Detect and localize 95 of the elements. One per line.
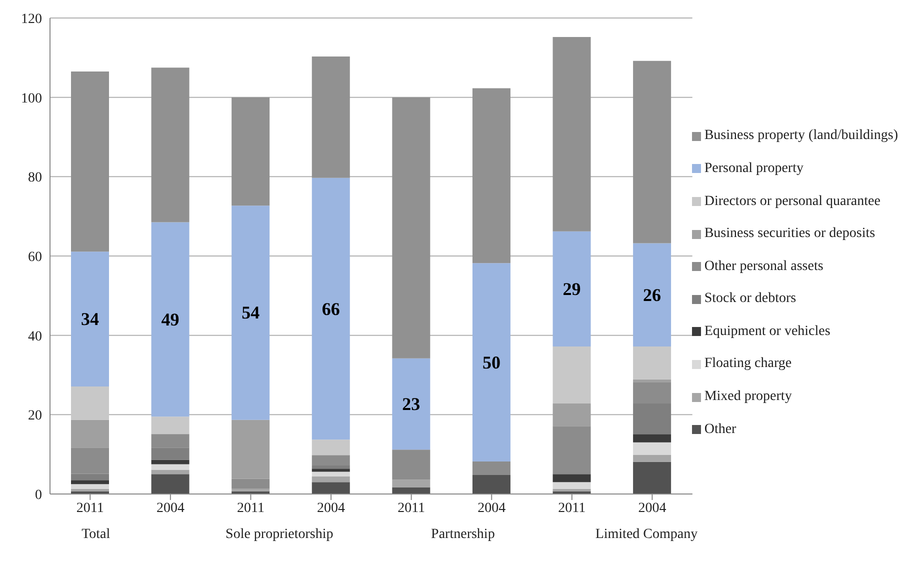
legend-label: Business securities or deposits	[704, 226, 876, 242]
text: Sole proprietorship	[226, 526, 334, 542]
data-label: 23	[402, 394, 420, 414]
data-label: 54	[242, 302, 260, 323]
bar	[633, 243, 672, 346]
data-label: 50	[482, 352, 500, 372]
bar	[472, 263, 510, 462]
bar	[633, 454, 672, 462]
bar	[312, 178, 350, 440]
bar	[633, 462, 672, 494]
bar	[312, 472, 350, 477]
bar	[312, 476, 350, 482]
bar	[151, 460, 190, 464]
bar	[232, 206, 270, 420]
bar	[312, 440, 350, 456]
legend-label: Floating charge	[704, 356, 792, 372]
bar	[71, 474, 109, 480]
bar	[552, 426, 591, 474]
bar	[392, 97, 430, 358]
bar	[71, 491, 109, 494]
y-tick-label: 0	[35, 488, 42, 503]
x-tick-label: 2004	[317, 500, 346, 516]
y-tick-label: 40	[28, 329, 42, 344]
bar	[71, 484, 109, 489]
bar	[151, 68, 190, 222]
data-label: 26	[643, 284, 662, 305]
bar	[232, 420, 270, 479]
legend-label: Other	[704, 422, 736, 438]
y-tick-label: 100	[21, 91, 42, 106]
bar	[232, 491, 270, 494]
x-tick-label: 2004	[478, 500, 506, 516]
bar	[151, 448, 190, 460]
bar	[71, 386, 109, 420]
legend-label: Directors or personal quarantee	[704, 194, 880, 210]
bar	[552, 482, 591, 489]
bar	[232, 478, 270, 489]
y-tick-label: 120	[21, 12, 42, 27]
bar	[472, 88, 510, 264]
legend-label: Stock or debtors	[704, 291, 796, 308]
bar	[633, 379, 672, 383]
data-label: 66	[322, 298, 340, 319]
legend-label: Business property (land/buildings)	[704, 128, 898, 144]
bar	[392, 450, 430, 480]
bar	[151, 222, 190, 417]
bar	[151, 470, 190, 474]
text: Limited Company	[595, 526, 698, 542]
bar	[633, 442, 672, 455]
bar	[71, 252, 109, 387]
bar	[151, 474, 190, 494]
bar	[312, 455, 350, 466]
bar	[552, 404, 591, 426]
bar	[312, 482, 350, 494]
bar	[312, 465, 350, 469]
data-label: 29	[562, 278, 581, 299]
bar	[392, 480, 430, 488]
x-tick-label: 2011	[558, 500, 586, 516]
x-tick-label: 2004	[638, 500, 666, 516]
bar	[472, 461, 510, 475]
bar	[633, 434, 672, 442]
data-label: 34	[81, 309, 99, 330]
bar	[151, 464, 190, 470]
y-tick-label: 60	[28, 250, 42, 265]
bar	[633, 346, 672, 380]
bar	[552, 346, 591, 404]
x-tick-label: 2011	[398, 500, 426, 516]
y-tick-label: 20	[28, 408, 42, 424]
bar	[633, 404, 672, 434]
bar	[312, 56, 350, 178]
legend-label: Personal property	[704, 160, 804, 177]
x-tick-label: 2004	[156, 500, 184, 516]
bar	[633, 382, 672, 404]
data-label: 49	[161, 309, 180, 330]
text: Partnership	[431, 526, 495, 542]
legend-label: Equipment or vehicles	[704, 324, 830, 340]
bar	[151, 416, 190, 434]
bar	[71, 420, 109, 448]
bar	[312, 468, 350, 472]
x-tick-label: 2011	[236, 500, 264, 516]
bar	[392, 358, 430, 450]
bar	[232, 97, 270, 206]
bar	[472, 474, 510, 494]
legend-label: Mixed property	[704, 389, 792, 406]
bar	[71, 448, 109, 474]
legend-label: Other personal assets	[704, 258, 824, 275]
bar	[71, 480, 109, 484]
bar	[552, 231, 591, 346]
x-tick-label: 2011	[76, 500, 104, 516]
y-tick-label: 80	[28, 170, 42, 186]
bar	[552, 474, 591, 482]
bar	[71, 72, 109, 252]
bar	[151, 434, 190, 448]
bar	[552, 37, 591, 232]
text: Total	[82, 526, 110, 542]
bar	[552, 491, 591, 494]
bar	[633, 60, 672, 244]
